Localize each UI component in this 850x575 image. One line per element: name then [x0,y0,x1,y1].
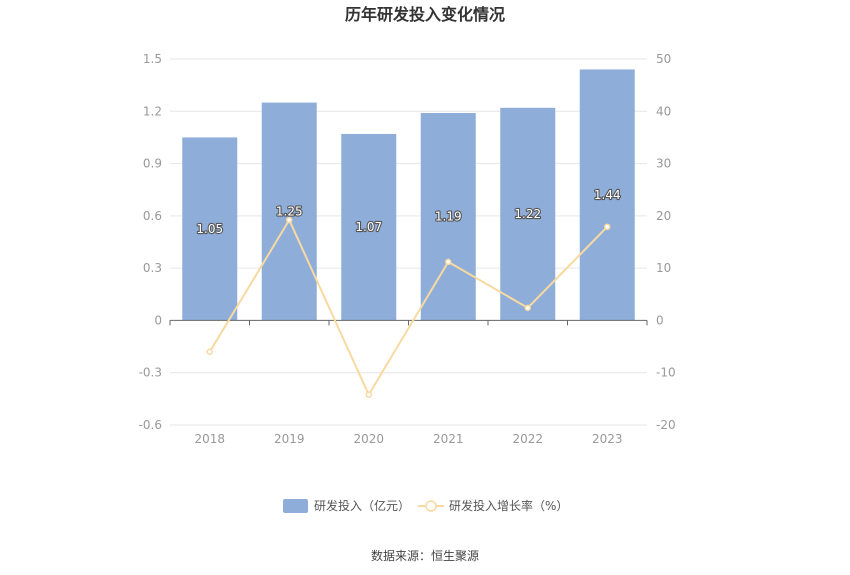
growth-point [365,391,372,398]
y-axis-ticks: -0.6 -0.3 0 0.3 0.6 0.9 1.2 1.5 -20 -10 0 10 20 30 40 5… [139,52,676,432]
x-axis [169,319,648,326]
legend-item-bar[interactable]: 研发投入（亿元） [283,498,410,513]
bar-data-label: 1.19 [435,210,462,224]
bar [500,107,556,321]
legend-line-marker [425,500,437,512]
bar [579,69,635,321]
y-right-tick-label: 0 [656,313,664,327]
y-right-tick-label: 40 [656,104,671,118]
bar-data-label: 1.22 [514,207,541,221]
y-left-tick-label: 1.5 [143,52,162,66]
bar [261,102,317,321]
bar-data-label: 1.07 [355,220,382,234]
y-right-tick-label: 30 [656,157,671,171]
y-left-tick-label: 0.9 [143,157,162,171]
x-tick-label: 2020 [353,432,384,446]
x-tick-label: 2022 [512,432,543,446]
y-right-tick-label: 10 [656,261,671,275]
bar-data-label: 1.05 [196,222,223,236]
chart-title: 历年研发投入变化情况 [345,5,505,24]
x-tick-label: 2023 [592,432,623,446]
y-left-tick-label: 0.6 [143,209,162,223]
y-left-tick-label: -0.3 [139,366,162,380]
bar-series [182,69,635,321]
legend-bar-swatch [283,499,308,513]
growth-point [286,216,293,224]
y-right-tick-label: -20 [656,418,676,432]
data-labels: 1.05 1.25 1.07 1.19 1.22 1.44 [195,187,621,237]
x-axis-ticks: 2018 2019 2020 2021 2022 2023 [194,432,622,446]
legend-item-line[interactable]: 研发投入增长率（%） [418,498,568,513]
source-note: 数据来源：恒生聚源 [371,548,479,563]
bar [341,133,397,321]
y-right-tick-label: 50 [656,52,671,66]
y-left-tick-label: 0 [154,313,162,327]
y-left-tick-label: 1.2 [143,104,162,118]
line-series [206,216,611,398]
x-tick-label: 2021 [433,432,464,446]
growth-point [206,348,213,356]
y-right-tick-label: 20 [656,209,671,223]
legend-line-label: 研发投入增长率（%） [449,498,568,513]
x-tick-label: 2019 [274,432,305,446]
y-left-tick-label: 0.3 [143,261,162,275]
growth-point [445,258,452,266]
growth-point [604,223,611,231]
bar-data-label: 1.25 [276,205,303,219]
x-tick-label: 2018 [194,432,225,446]
legend-bar-label: 研发投入（亿元） [314,498,410,513]
growth-point [524,304,531,312]
bar-data-label: 1.44 [594,188,621,202]
bar [420,113,476,321]
growth-line [208,217,608,397]
y-right-tick-label: -10 [656,366,676,380]
grid [170,58,647,426]
y-left-tick-label: -0.6 [139,418,162,432]
legend: 研发投入（亿元） 研发投入增长率（%） [283,498,568,513]
bar [182,137,238,321]
